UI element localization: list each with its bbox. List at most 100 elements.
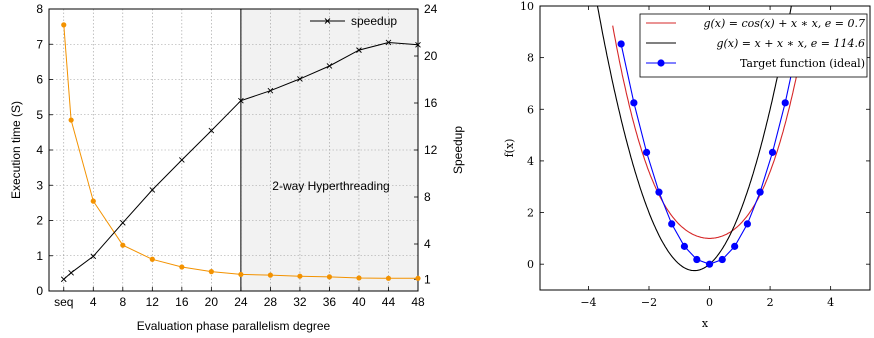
legend-label: g(x) = x + x ∗ x, e = 114.6	[716, 37, 865, 50]
x-tick-label: 0	[706, 296, 713, 309]
data-point	[297, 273, 303, 279]
x-axis-title: x	[702, 317, 709, 330]
data-point	[356, 275, 362, 281]
data-point	[642, 148, 651, 156]
x-tick-label: 8	[119, 295, 126, 309]
plot-frame	[539, 5, 871, 291]
data-point	[731, 242, 739, 250]
y-tick-label: 5	[36, 108, 43, 122]
legend-marker	[657, 59, 665, 67]
y-axis-title: f(x)	[503, 139, 516, 158]
data-point	[90, 198, 96, 204]
series-curve-1	[596, 6, 792, 272]
x-tick-label: 12	[146, 295, 160, 309]
data-point	[617, 40, 625, 48]
y-tick-label: 10	[520, 0, 534, 13]
x-tick-label: 16	[175, 295, 189, 309]
data-point	[326, 274, 333, 280]
data-point	[179, 264, 185, 270]
legend-label: Target function (ideal)	[740, 57, 865, 70]
data-point	[238, 97, 244, 104]
x-axis-title: Evaluation phase parallelism degree	[137, 319, 331, 333]
x-tick-label: 48	[411, 295, 425, 309]
y-tick-label: 4	[36, 143, 43, 157]
x-tick-label: 32	[293, 295, 307, 309]
x-tick-label: 40	[352, 295, 366, 309]
x-tick-label: 4	[90, 295, 97, 309]
data-point	[705, 260, 714, 268]
data-point	[149, 256, 155, 262]
data-point	[693, 255, 701, 264]
y-tick-label: 4	[527, 155, 534, 168]
y2-tick-label: 12	[424, 143, 438, 157]
data-point	[768, 148, 777, 156]
data-point	[385, 275, 392, 281]
data-point	[238, 271, 244, 278]
data-point	[781, 99, 789, 107]
y-tick-label: 8	[527, 52, 534, 65]
data-point	[208, 127, 215, 134]
data-point	[119, 220, 126, 226]
data-point	[326, 63, 333, 69]
data-point	[668, 220, 676, 228]
function-chart: −4 −2 0 2 4 0 2 4 6 8 10 x f(x) g(x) = cos(x) + x ∗ x…	[503, 0, 871, 330]
series-curve-0	[612, 25, 807, 239]
data-point	[680, 242, 689, 250]
series-line-speedup	[63, 41, 419, 280]
x-tick-label: 36	[323, 295, 337, 309]
y-tick-label: 0	[527, 258, 534, 271]
x-tick-label: 28	[264, 295, 278, 309]
y2-tick-label: 8	[424, 190, 431, 204]
data-point	[415, 42, 421, 48]
y-tick-label: 7	[36, 37, 43, 51]
y2-tick-label: 20	[424, 49, 438, 63]
legend-label: g(x) = cos(x) + x ∗ x, e = 0.7	[703, 17, 865, 30]
y2-tick-label: 1	[424, 272, 431, 286]
y-tick-label: 6	[527, 103, 534, 116]
y2-tick-label: 16	[424, 96, 438, 110]
y-tick-label: 6	[36, 73, 43, 87]
legend-label-speedup: speedup	[351, 14, 397, 28]
x-tick-label: 2	[767, 296, 774, 309]
data-point	[61, 22, 67, 28]
hyperthreading-label: 2-way Hyperthreading	[272, 179, 389, 193]
x-tick-label: 44	[382, 295, 396, 309]
y-tick-label: 8	[36, 2, 43, 16]
x-tick-label: −2	[641, 296, 657, 309]
y2-axis-title: Speedup	[451, 126, 465, 174]
data-point	[718, 255, 726, 264]
data-point	[60, 276, 67, 283]
y-tick-label: 2	[527, 207, 534, 220]
legend: speedup	[310, 14, 397, 28]
data-point	[756, 188, 764, 196]
x-tick-label: 4	[827, 296, 834, 309]
y-axis-title: Execution time (S)	[9, 101, 23, 199]
data-point	[655, 188, 663, 196]
data-point	[297, 76, 303, 82]
legend-box	[639, 13, 868, 78]
data-point	[356, 47, 362, 53]
x-tick-label: 24	[234, 295, 248, 309]
data-point	[743, 220, 751, 228]
series-line-execution-time	[63, 24, 418, 279]
y-tick-label: 1	[36, 249, 43, 263]
y2-tick-label: 4	[424, 237, 431, 251]
x-tick-label: seq	[54, 295, 73, 309]
data-point	[179, 157, 185, 163]
data-point	[415, 275, 421, 281]
y-tick-label: 2	[36, 214, 43, 228]
y-tick-label: 0	[36, 284, 43, 298]
data-point	[68, 117, 74, 123]
legend-marker	[324, 18, 331, 24]
data-point	[630, 99, 638, 107]
data-point	[267, 87, 274, 94]
data-point	[120, 242, 126, 248]
data-point	[149, 187, 156, 193]
x-tick-label: 20	[205, 295, 219, 309]
y-tick-label: 3	[36, 178, 43, 192]
data-point	[208, 269, 214, 275]
legend: g(x) = cos(x) + x ∗ x, e = 0.7 g(x) = x +…	[639, 13, 868, 78]
data-point	[385, 39, 392, 46]
